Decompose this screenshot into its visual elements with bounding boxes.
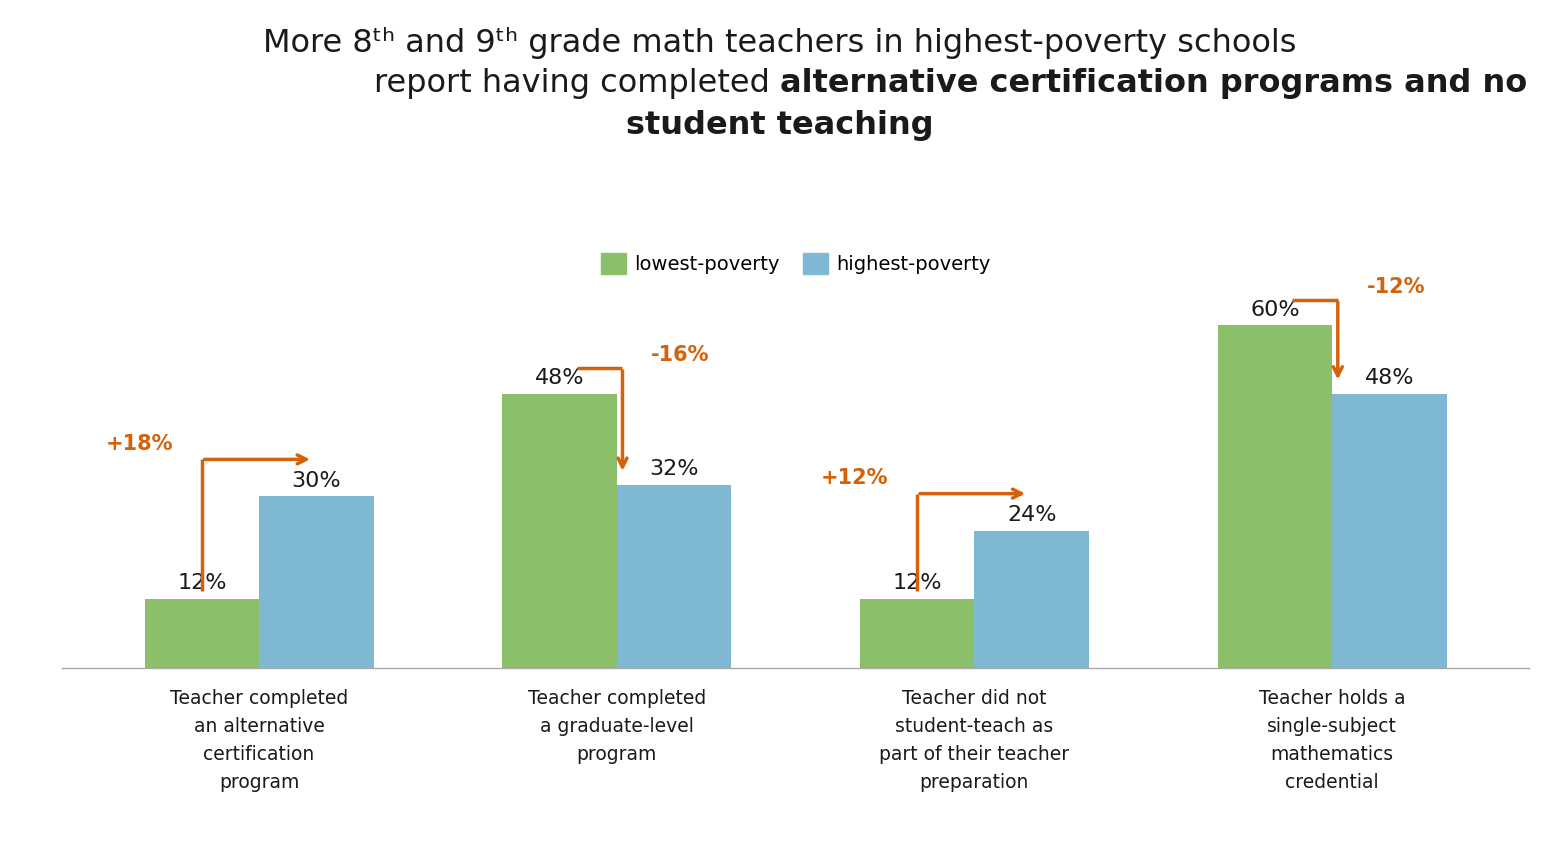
Text: More 8ᵗʰ and 9ᵗʰ grade math teachers in highest-poverty schools: More 8ᵗʰ and 9ᵗʰ grade math teachers in …	[264, 27, 1296, 59]
Text: 60%: 60%	[1250, 300, 1299, 319]
Bar	[616, 485, 732, 668]
Text: report having completed: report having completed	[374, 68, 780, 99]
Text: +12%: +12%	[821, 468, 889, 488]
Text: 30%: 30%	[292, 471, 342, 490]
Text: 12%: 12%	[178, 574, 226, 593]
Legend: lowest-poverty, highest-poverty: lowest-poverty, highest-poverty	[593, 245, 998, 282]
Bar	[1218, 325, 1332, 668]
Text: -12%: -12%	[1367, 276, 1424, 297]
Text: alternative certification programs and no: alternative certification programs and n…	[780, 68, 1527, 99]
Bar	[502, 394, 616, 668]
Text: +18%: +18%	[106, 434, 173, 454]
Bar	[975, 531, 1089, 668]
Text: student teaching: student teaching	[626, 110, 934, 140]
Bar	[259, 496, 373, 668]
Bar	[860, 599, 975, 668]
Text: 48%: 48%	[535, 368, 585, 388]
Text: -16%: -16%	[651, 345, 710, 366]
Text: 12%: 12%	[892, 574, 942, 593]
Bar	[145, 599, 259, 668]
Text: 24%: 24%	[1006, 505, 1056, 525]
Text: 48%: 48%	[1365, 368, 1413, 388]
Text: 32%: 32%	[649, 460, 699, 479]
Bar	[1332, 394, 1446, 668]
